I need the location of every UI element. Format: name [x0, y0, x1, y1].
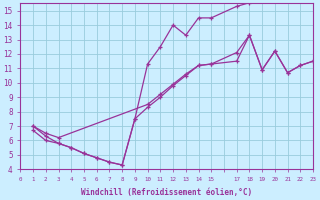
X-axis label: Windchill (Refroidissement éolien,°C): Windchill (Refroidissement éolien,°C) [81, 188, 252, 197]
